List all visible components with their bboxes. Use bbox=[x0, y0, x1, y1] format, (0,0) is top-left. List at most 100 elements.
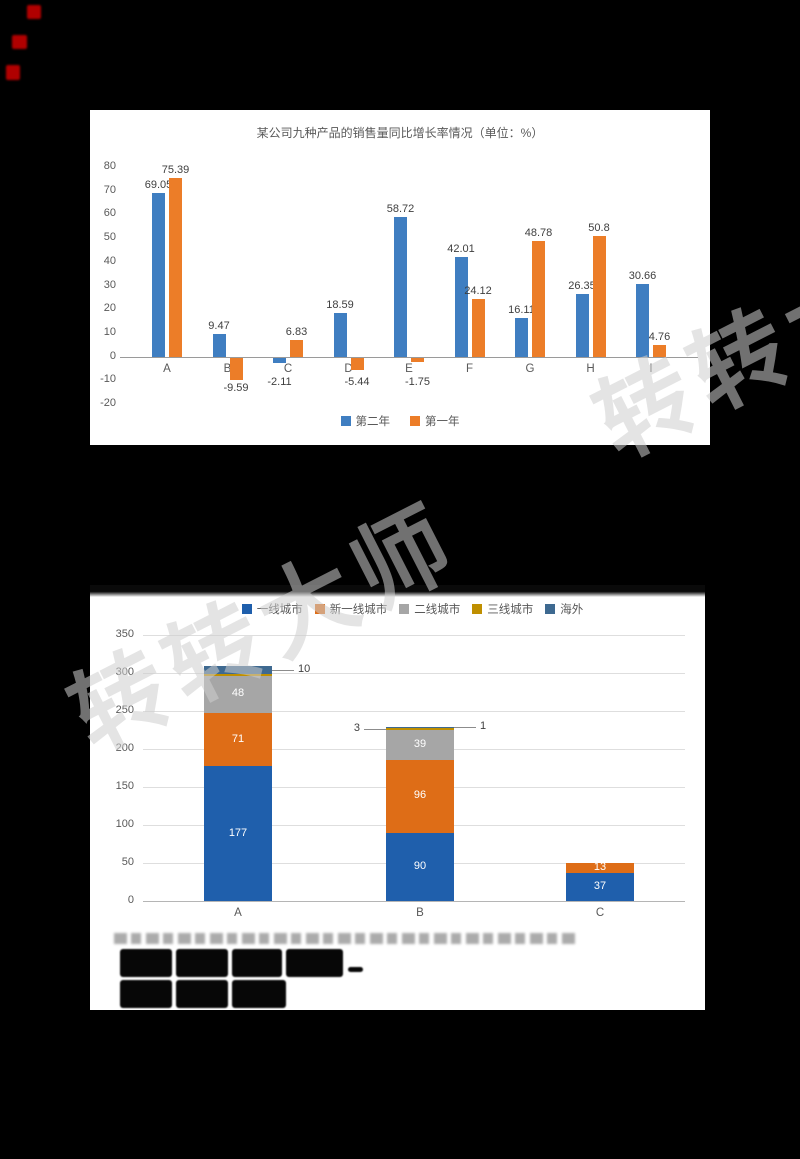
chart2-bar-segment bbox=[204, 712, 272, 767]
legend-swatch bbox=[410, 416, 420, 426]
chart2-category-label: B bbox=[416, 907, 424, 919]
chart1-ytick-label: 20 bbox=[103, 302, 116, 315]
legend-item: 海外 bbox=[545, 601, 583, 617]
chart1-bar bbox=[350, 357, 364, 371]
legend-label: 海外 bbox=[560, 604, 584, 616]
redacted-text-block bbox=[176, 980, 228, 1008]
chart1-panel: 某公司九种产品的销售量同比增长率情况（单位：%） 80 70 60 50 40 30 20 1… bbox=[90, 110, 710, 445]
chart1-data-label: -9.59 bbox=[223, 382, 249, 395]
chart2-bar-segment bbox=[204, 676, 272, 713]
red-stamp-mark bbox=[12, 35, 27, 49]
chart1-category-label: F bbox=[465, 363, 474, 375]
chart1-data-label: 24.12 bbox=[464, 285, 492, 298]
chart2-ytick-label: 300 bbox=[115, 666, 134, 678]
chart1-data-label: -5.44 bbox=[344, 376, 370, 388]
legend-label: 三线城市 bbox=[487, 604, 534, 616]
chart1-bar bbox=[290, 340, 303, 357]
legend-label: 二线城市 bbox=[414, 604, 461, 616]
chart1-bar bbox=[575, 294, 589, 357]
chart1-data-label: 26.35 bbox=[568, 280, 596, 293]
redacted-text-block bbox=[120, 949, 172, 977]
chart1-ytick-label: -10 bbox=[100, 373, 116, 386]
chart2-bar-segment bbox=[386, 832, 454, 901]
chart2-category-label: C bbox=[595, 907, 605, 919]
chart2-segment-label: 48 bbox=[231, 687, 245, 700]
chart1-bar bbox=[229, 357, 243, 381]
callout-label: 1 bbox=[480, 720, 487, 733]
red-stamp-mark bbox=[27, 5, 41, 19]
chart1-data-label: 30.66 bbox=[628, 269, 657, 282]
chart2-bar-segment bbox=[386, 727, 454, 730]
chart2-category-label: A bbox=[234, 907, 242, 919]
chart1-bar bbox=[471, 299, 485, 357]
chart1-zero-axis bbox=[120, 356, 698, 358]
chart1-data-label: 18.59 bbox=[326, 298, 354, 311]
redacted-text-block bbox=[348, 967, 363, 972]
chart1-ytick-label: 10 bbox=[103, 325, 116, 338]
chart2-ytick-label: 150 bbox=[115, 780, 134, 792]
chart1-data-label: 48.78 bbox=[524, 226, 553, 239]
blurred-caption bbox=[114, 933, 576, 944]
chart1-bar bbox=[152, 192, 165, 357]
chart2-bar-segment bbox=[386, 759, 454, 833]
chart1-category-label: E bbox=[405, 363, 413, 375]
callout-line bbox=[364, 728, 386, 730]
chart2-ytick-label: 350 bbox=[115, 628, 134, 640]
callout-line bbox=[272, 669, 294, 671]
chart1-bar bbox=[636, 283, 649, 357]
chart1-category-label: D bbox=[344, 363, 353, 375]
chart1-bar bbox=[273, 357, 286, 363]
chart1-bar bbox=[454, 257, 468, 357]
legend-swatch bbox=[314, 604, 325, 614]
chart1-ytick-label: 70 bbox=[103, 183, 116, 196]
chart1-bar bbox=[394, 217, 407, 357]
callout-line bbox=[454, 727, 476, 729]
legend-label: 一线城市 bbox=[256, 604, 303, 616]
chart1-category-label: C bbox=[283, 363, 293, 375]
chart1-plot: 80 70 60 50 40 30 20 10 0 -10 -20 A B C D E F G H I 69.05 9.4… bbox=[90, 110, 710, 445]
legend-label: 第二年 bbox=[355, 416, 391, 428]
chart2-panel: 350 300 250 200 150 100 50 0 A B C 177 90 37 71 96 13 48 3… bbox=[90, 585, 705, 1010]
chart1-ytick-label: 50 bbox=[103, 231, 116, 244]
chart1-data-label: 69.05 bbox=[144, 178, 173, 191]
chart1-ytick-label: 0 bbox=[109, 349, 116, 362]
chart1-data-label: 75.39 bbox=[161, 163, 190, 176]
legend-item: 二线城市 bbox=[399, 601, 460, 617]
chart2-bar-segment bbox=[204, 766, 272, 901]
chart1-data-label: 16.11 bbox=[508, 304, 535, 317]
legend-label: 第一年 bbox=[425, 416, 460, 428]
chart2-segment-label: 37 bbox=[593, 879, 607, 892]
chart1-legend: 第二年 第一年 bbox=[90, 413, 710, 429]
callout-label: 3 bbox=[353, 721, 360, 734]
chart2-bar-segment bbox=[204, 673, 272, 677]
redacted-text-block bbox=[176, 949, 228, 977]
chart2-bar-segment bbox=[386, 726, 454, 728]
chart2-bar-segment bbox=[566, 872, 634, 901]
chart1-data-label: -2.11 bbox=[267, 376, 292, 388]
chart1-bar bbox=[169, 177, 182, 357]
chart2-legend: 一线城市 新一线城市 二线城市 三线城市 海外 bbox=[105, 601, 720, 617]
chart1-category-label: H bbox=[586, 363, 595, 375]
chart2-segment-label: 39 bbox=[413, 737, 427, 750]
chart2-segment-label: 96 bbox=[413, 789, 427, 802]
chart1-data-label: 50.8 bbox=[588, 222, 610, 235]
chart1-data-label: 9.47 bbox=[208, 320, 230, 333]
redacted-text-block bbox=[232, 980, 286, 1008]
legend-item: 三线城市 bbox=[472, 601, 533, 617]
legend-swatch bbox=[399, 604, 410, 614]
legend-swatch bbox=[340, 416, 351, 426]
chart2-plot: 350 300 250 200 150 100 50 0 A B C 177 90 37 71 96 13 48 3… bbox=[90, 585, 705, 1010]
chart1-ytick-label: 80 bbox=[103, 160, 116, 172]
chart1-category-label: A bbox=[163, 363, 171, 375]
chart1-ytick-label: 60 bbox=[103, 207, 116, 220]
chart2-bar-segment bbox=[566, 863, 634, 873]
chart2-segment-label: 177 bbox=[228, 826, 248, 839]
chart2-segment-label: 13 bbox=[593, 860, 607, 873]
legend-swatch bbox=[472, 604, 483, 614]
chart1-data-label: -1.75 bbox=[404, 376, 431, 388]
legend-swatch bbox=[545, 604, 556, 614]
chart1-data-label: 42.01 bbox=[447, 243, 475, 256]
callout-label: 10 bbox=[298, 662, 311, 675]
redacted-text-block bbox=[286, 949, 343, 977]
